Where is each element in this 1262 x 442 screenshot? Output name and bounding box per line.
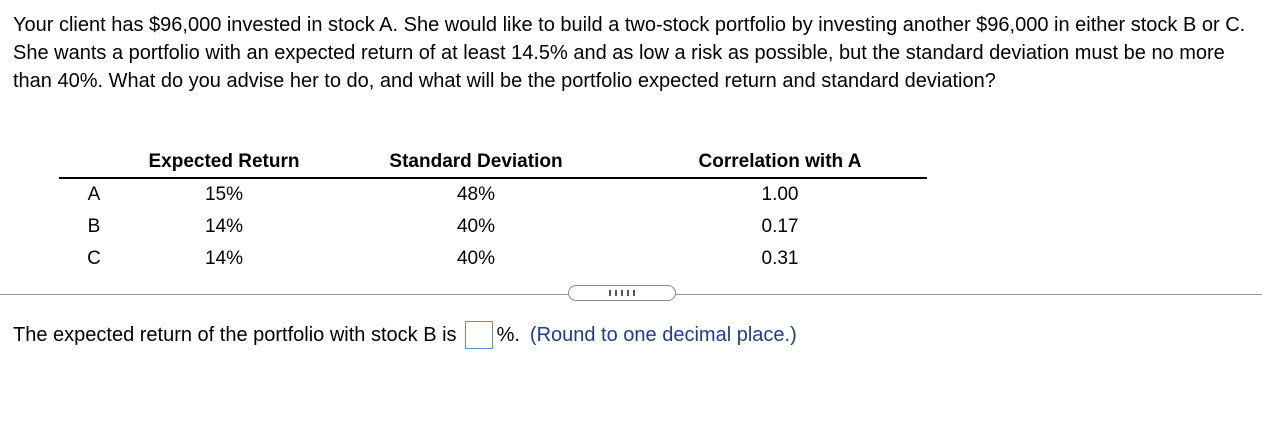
expand-button[interactable] bbox=[568, 285, 676, 301]
standard-deviation-cell: 40% bbox=[456, 248, 496, 269]
standard-deviation-cell: 48% bbox=[456, 184, 496, 205]
answer-row: The expected return of the portfolio wit… bbox=[13, 318, 797, 352]
header-standard-deviation: Standard Deviation bbox=[319, 147, 633, 179]
question-text: Your client has $96,000 invested in stoc… bbox=[13, 14, 1246, 92]
stock-label: C bbox=[87, 248, 101, 269]
stock-label: A bbox=[87, 184, 101, 205]
stock-label: B bbox=[87, 216, 101, 237]
correlation-cell: 0.17 bbox=[761, 216, 799, 237]
expected-return-cell: 15% bbox=[204, 184, 244, 205]
expected-return-answer-input[interactable] bbox=[464, 321, 493, 349]
ellipsis-icon bbox=[609, 290, 635, 296]
answer-prompt: The expected return of the portfolio wit… bbox=[13, 323, 457, 346]
table-row: C 14% 40% 0.31 bbox=[59, 243, 927, 275]
correlation-cell: 1.00 bbox=[761, 184, 799, 205]
stock-data-table: Expected Return Standard Deviation Corre… bbox=[59, 147, 927, 275]
header-expected-return: Expected Return bbox=[129, 147, 319, 179]
answer-unit: %. bbox=[496, 323, 520, 346]
header-stock bbox=[59, 147, 129, 179]
standard-deviation-cell: 40% bbox=[456, 216, 496, 237]
expected-return-cell: 14% bbox=[204, 248, 244, 269]
rounding-hint: (Round to one decimal place.) bbox=[529, 323, 797, 346]
table-row: B 14% 40% 0.17 bbox=[59, 211, 927, 243]
table-row: A 15% 48% 1.00 bbox=[59, 178, 927, 211]
table-header-row: Expected Return Standard Deviation Corre… bbox=[59, 147, 927, 179]
correlation-cell: 0.31 bbox=[761, 248, 799, 269]
expected-return-cell: 14% bbox=[204, 216, 244, 237]
header-correlation: Correlation with A bbox=[633, 147, 927, 179]
